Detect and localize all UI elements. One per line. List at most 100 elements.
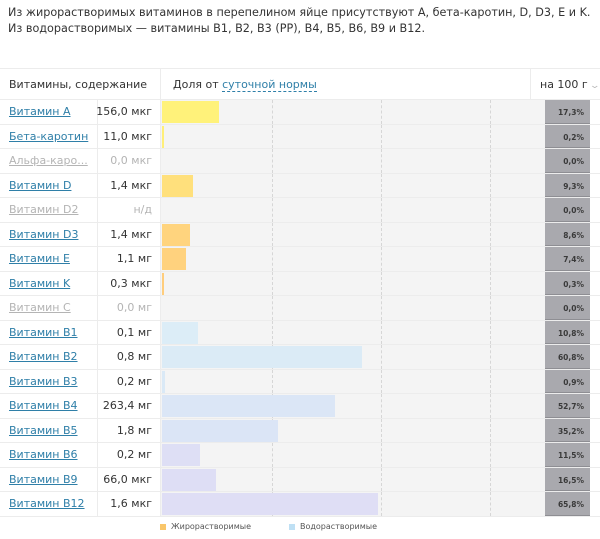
vitamin-link[interactable]: Витамин B1 [9,325,78,339]
legend-item: Жирорастворимые [160,522,251,531]
vitamin-link[interactable]: Витамин K [9,276,71,290]
cell-divider [97,296,98,320]
vitamin-link[interactable]: Бета-каротин [9,129,89,143]
gridline-33 [272,198,273,222]
daily-norm-bar [162,444,200,466]
vitamin-link[interactable]: Альфа-каро... [9,154,88,167]
table-row: Витамин B4 263,4 мг 52,7% [0,394,600,419]
vitamin-link[interactable]: Витамин C [9,301,71,314]
legend: Жирорастворимые Водорастворимые [160,522,377,531]
bar-track [160,222,545,246]
percent-badge: 0,9% [545,369,590,393]
legend-swatch [289,523,295,530]
daily-norm-bar [162,223,191,246]
gridline-66 [381,296,382,320]
gridline-33 [272,320,273,344]
bar-track [160,100,545,124]
gridline-66 [381,173,382,197]
daily-norm-bar [162,248,187,270]
gridline-66 [381,320,382,344]
vitamin-link[interactable]: Витамин D2 [9,203,79,216]
vitamin-amount: 1,6 мкг [110,497,152,510]
vitamin-amount: 0,2 мг [116,448,152,461]
cell-divider [97,124,98,148]
daily-norm-bar [162,101,219,123]
bar-track [160,247,545,271]
bar-track [160,149,545,173]
daily-norm-bar [162,174,193,197]
vitamin-link[interactable]: Витамин D3 [9,227,79,241]
cell-divider [97,320,98,344]
legend-label: Жирорастворимые [171,522,251,531]
vitamin-link[interactable]: Витамин B3 [9,374,78,388]
daily-norm-bar [162,395,336,417]
vitamin-link[interactable]: Витамин B4 [9,399,78,412]
percent-badge: 0,2% [545,124,590,148]
gridline-33 [272,369,273,393]
percent-badge: 52,7% [545,394,590,418]
cell-divider [97,492,98,516]
daily-norm-link[interactable]: суточной нормы [222,78,317,92]
table-row: Витамин B5 1,8 мг 35,2% [0,418,600,443]
bar-track [160,443,545,467]
bar-track [160,345,545,369]
gridline-33 [272,124,273,148]
gridline-66 [381,443,382,467]
percent-badge: 17,3% [545,100,590,124]
vitamin-amount: 0,2 мг [116,374,152,388]
percent-badge: 35,2% [545,418,590,442]
percent-badge: 8,6% [545,222,590,246]
column-header-name: Витамины, содержание [9,78,148,91]
daily-norm-bar [162,125,164,148]
cell-divider [97,100,98,124]
gridline-100 [490,100,491,124]
table-row: Витамин C 0,0 мг 0,0% [0,296,600,321]
gridline-33 [272,271,273,295]
gridline-66 [381,345,382,369]
cell-divider [97,369,98,393]
intro-text: Из жирорастворимых витаминов в перепелин… [8,6,591,35]
vitamin-link[interactable]: Витамин B12 [9,497,85,510]
vitamin-amount: 1,8 мг [116,423,152,437]
gridline-66 [381,369,382,393]
cell-divider [97,271,98,295]
gridline-100 [490,369,491,393]
gridline-33 [272,296,273,320]
daily-norm-bar [162,493,379,515]
percent-badge: 60,8% [545,345,590,369]
vitamin-amount: 0,0 мкг [110,154,152,167]
vitamin-amount: 156,0 мкг [96,105,152,118]
vitamin-amount: 1,4 мкг [110,178,152,192]
share-prefix: Доля от [173,78,219,91]
table-row: Витамин A 156,0 мкг 17,3% [0,100,600,125]
bar-track [160,492,545,516]
gridline-66 [381,124,382,148]
gridline-100 [490,394,491,418]
per-100g-select[interactable]: на 100 г⌄ [530,69,600,100]
vitamin-link[interactable]: Витамин E [9,252,70,265]
gridline-100 [490,149,491,173]
vitamin-link[interactable]: Витамин B5 [9,423,78,437]
vitamin-link[interactable]: Витамин B9 [9,472,78,486]
bar-track [160,271,545,295]
vitamin-amount: 0,3 мкг [110,276,152,290]
per-select-value: на 100 г [540,78,588,91]
vitamin-amount: 263,4 мг [102,399,152,412]
vitamin-link[interactable]: Витамин A [9,105,71,118]
percent-badge: 0,0% [545,198,590,222]
table-row: Витамин E 1,1 мг 7,4% [0,247,600,272]
gridline-33 [272,443,273,467]
header-divider [160,69,161,100]
vitamin-link[interactable]: Витамин B2 [9,350,78,363]
cell-divider [97,173,98,197]
bar-track [160,467,545,491]
gridline-100 [490,222,491,246]
vitamin-link[interactable]: Витамин D [9,178,72,192]
gridline-66 [381,492,382,516]
vitamin-link[interactable]: Витамин B6 [9,448,78,461]
table-row: Витамин K 0,3 мкг 0,3% [0,271,600,296]
percent-badge: 7,4% [545,247,590,271]
gridline-100 [490,124,491,148]
table-row: Витамин B1 0,1 мг 10,8% [0,320,600,345]
gridline-66 [381,394,382,418]
